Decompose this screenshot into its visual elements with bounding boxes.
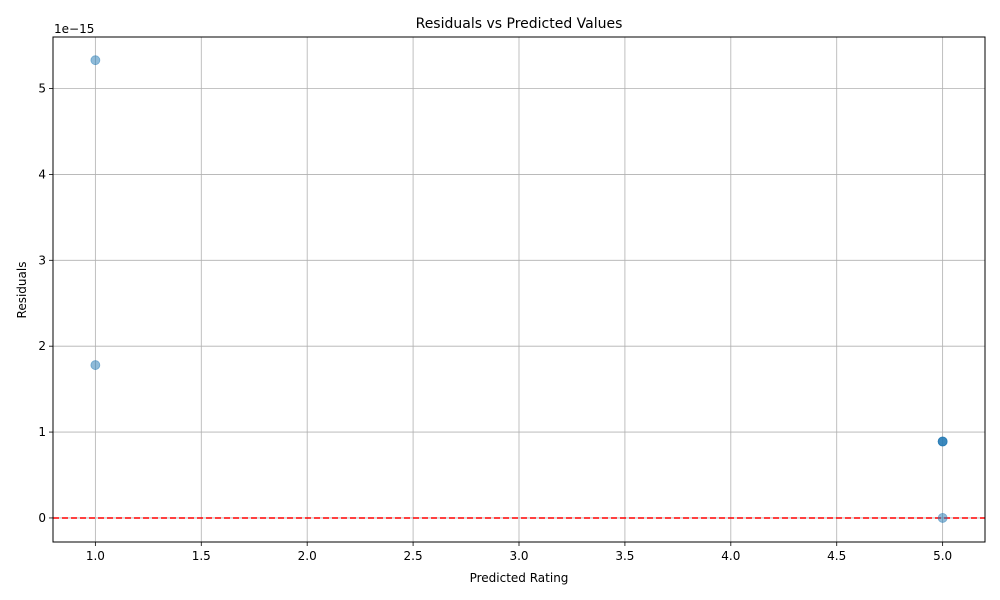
- y-axis-ticks: 0 1 2 3 4 5: [38, 82, 53, 525]
- scatter-points: [90, 55, 948, 523]
- chart-title: Residuals vs Predicted Values: [416, 16, 623, 32]
- x-tick-label: 2.5: [404, 549, 423, 563]
- y-axis-offset-text: 1e−15: [54, 22, 94, 36]
- x-tick-label: 5.0: [933, 549, 952, 563]
- y-tick-label: 5: [38, 82, 46, 96]
- x-tick-label: 4.0: [721, 549, 740, 563]
- y-axis-label: Residuals: [15, 262, 29, 319]
- scatter-point: [90, 55, 101, 66]
- y-tick-label: 0: [38, 511, 46, 525]
- x-tick-label: 3.5: [615, 549, 634, 563]
- x-tick-label: 1.0: [86, 549, 105, 563]
- x-axis-ticks: 1.0 1.5 2.0 2.5 3.0 3.5 4.0 4.5 5.0: [86, 542, 952, 563]
- x-tick-label: 1.5: [192, 549, 211, 563]
- scatter-point: [937, 436, 948, 447]
- scatter-point: [937, 513, 948, 523]
- x-tick-label: 4.5: [827, 549, 846, 563]
- y-tick-label: 3: [38, 253, 46, 267]
- x-tick-label: 2.0: [298, 549, 317, 563]
- x-axis-label: Predicted Rating: [470, 571, 569, 585]
- scatter-point: [90, 360, 101, 370]
- y-tick-label: 2: [38, 339, 46, 353]
- y-tick-label: 4: [38, 167, 46, 181]
- y-tick-label: 1: [38, 425, 46, 439]
- grid: [53, 37, 985, 542]
- x-tick-label: 3.0: [509, 549, 528, 563]
